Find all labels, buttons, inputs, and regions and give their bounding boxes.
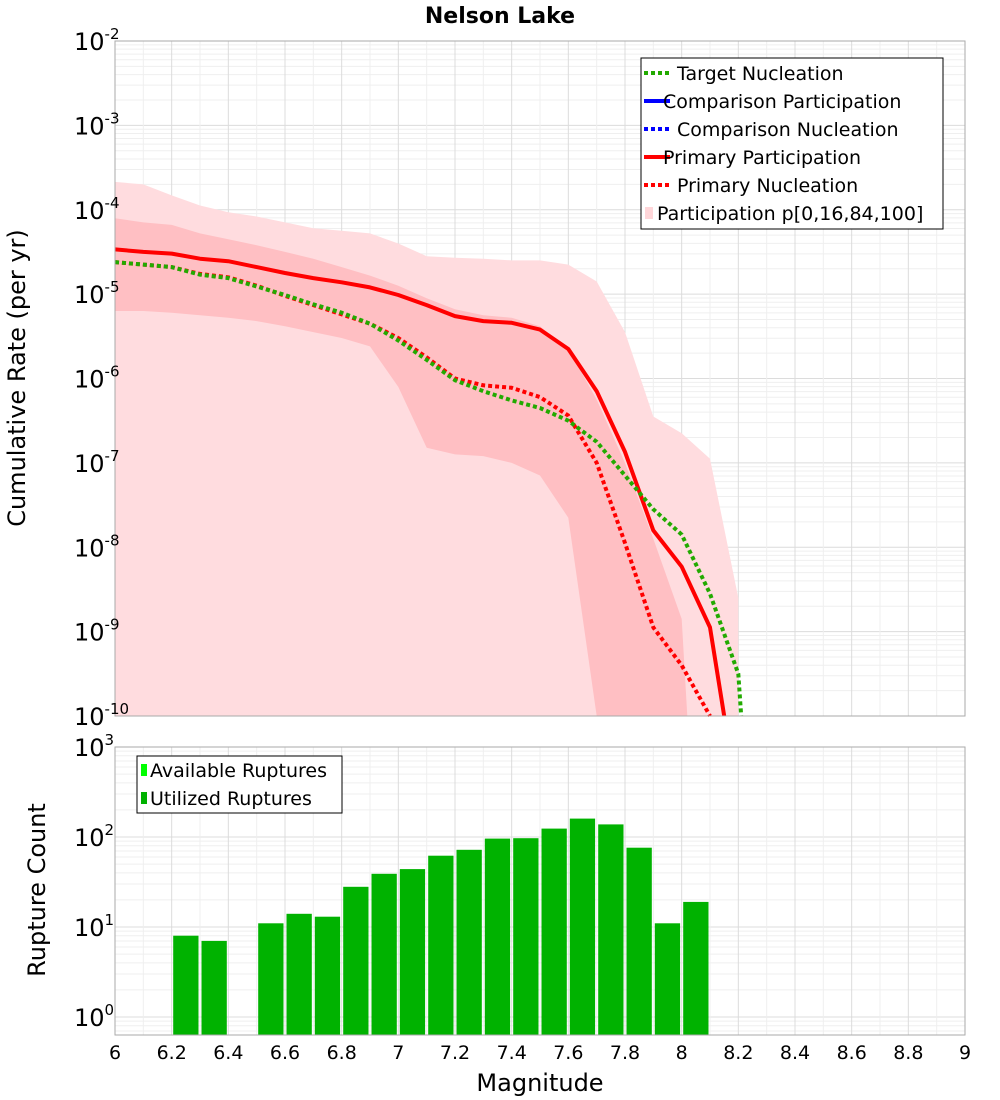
x-tick-label: 7.2 (440, 1042, 470, 1064)
rate-panel: 10-2 10-3 10-4 10-5 10-6 10-7 10-8 10-9 10-10 Cu… (3, 25, 966, 731)
y-tick-label: 101 (74, 911, 114, 942)
count-y-ticks: 100 101 102 103 (74, 731, 114, 1032)
legend-label: Comparison Nucleation (677, 119, 899, 141)
bar (541, 828, 567, 1035)
rate-series (114, 247, 744, 717)
x-tick-label: 7.8 (610, 1042, 640, 1064)
y-tick-label: 10-5 (74, 278, 120, 309)
x-tick-label: 6.6 (270, 1042, 300, 1064)
bar (201, 940, 227, 1035)
chart-title: Nelson Lake (425, 4, 575, 29)
y-tick-label: 102 (74, 821, 114, 852)
x-tick-label: 9 (959, 1042, 971, 1064)
x-axis-title: Magnitude (476, 1069, 603, 1097)
legend-label: Available Ruptures (150, 760, 327, 782)
bar (428, 855, 454, 1035)
count-y-axis-title: Rupture Count (23, 803, 51, 977)
x-tick-label: 7.4 (497, 1042, 527, 1064)
legend-swatch (645, 207, 653, 219)
legend-swatch (141, 792, 147, 804)
bar (598, 824, 624, 1035)
bar (683, 901, 709, 1035)
bar (456, 849, 482, 1035)
series-primary-participation (114, 247, 727, 717)
bar (484, 838, 511, 1035)
x-ticks: 6 6.2 6.4 6.6 6.8 7 7.2 7.4 7.6 7.8 8 8.2 8.4 8.6 8.8 9 (109, 1042, 971, 1064)
x-tick-label: 6 (109, 1042, 121, 1064)
y-tick-label: 103 (74, 731, 114, 762)
series-target-nucleation (114, 260, 744, 717)
y-tick-label: 100 (74, 1001, 114, 1032)
y-tick-label: 10-10 (74, 700, 129, 731)
y-tick-label: 10-2 (74, 25, 120, 56)
y-tick-label: 10-4 (74, 194, 120, 225)
legend-label: Utilized Ruptures (150, 788, 312, 810)
bar (343, 886, 369, 1035)
bar (654, 923, 681, 1035)
x-tick-label: 8 (676, 1042, 688, 1064)
legend-label: Target Nucleation (676, 63, 844, 85)
x-tick-label: 8.6 (837, 1042, 867, 1064)
bar (513, 838, 539, 1035)
x-tick-label: 7 (392, 1042, 404, 1064)
bar (371, 873, 397, 1035)
bar (314, 916, 341, 1035)
rate-y-ticks: 10-2 10-3 10-4 10-5 10-6 10-7 10-8 10-9 10-10 (74, 25, 129, 731)
count-bars (173, 818, 709, 1035)
y-tick-label: 10-3 (74, 109, 120, 140)
bar (626, 847, 652, 1035)
x-tick-label: 8.4 (780, 1042, 810, 1064)
bar (173, 935, 199, 1035)
legend-label: Primary Nucleation (677, 175, 858, 197)
rate-y-axis-title: Cumulative Rate (per yr) (3, 229, 31, 527)
legend-label: Participation p[0,16,84,100] (657, 203, 923, 225)
y-tick-label: 10-7 (74, 447, 120, 478)
rate-legend: Target Nucleation Comparison Participatio… (640, 57, 944, 230)
y-tick-label: 10-6 (74, 363, 120, 394)
x-tick-label: 7.6 (553, 1042, 583, 1064)
y-tick-label: 10-9 (74, 616, 120, 647)
bar (569, 818, 596, 1035)
x-tick-label: 6.2 (157, 1042, 187, 1064)
bar (286, 913, 312, 1035)
x-tick-label: 8.2 (723, 1042, 753, 1064)
count-legend: Available Ruptures Utilized Ruptures (136, 755, 343, 814)
legend-label: Comparison Participation (663, 91, 901, 113)
bar (258, 923, 284, 1035)
x-tick-label: 8.8 (893, 1042, 923, 1064)
band-p16-p84 (115, 218, 688, 716)
y-tick-label: 10-8 (74, 531, 120, 562)
count-panel: 100 101 102 103 6 6.2 6.4 6.6 6.8 7 7.2 7.4 7.6 7.8 8… (23, 731, 971, 1097)
x-tick-label: 6.8 (327, 1042, 357, 1064)
bar (399, 869, 426, 1035)
legend-swatch (141, 764, 147, 776)
participation-bands (115, 181, 739, 716)
legend-label: Primary Participation (663, 147, 861, 169)
x-tick-label: 6.4 (213, 1042, 243, 1064)
